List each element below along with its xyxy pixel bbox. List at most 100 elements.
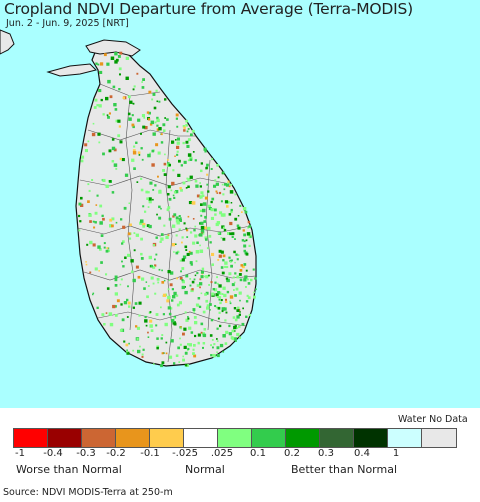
ndvi-pixel xyxy=(217,282,219,285)
ndvi-pixel xyxy=(206,304,210,307)
ndvi-pixel xyxy=(125,76,129,80)
ndvi-pixel xyxy=(222,193,225,196)
ndvi-pixel xyxy=(216,338,218,340)
ndvi-pixel xyxy=(199,195,203,199)
ndvi-pixel xyxy=(205,238,208,241)
ndvi-pixel xyxy=(91,132,96,137)
ndvi-pixel xyxy=(197,333,201,337)
legend-tick-label: -0.4 xyxy=(43,448,63,459)
ndvi-pixel xyxy=(108,180,112,183)
ndvi-pixel xyxy=(190,263,193,266)
ndvi-pixel xyxy=(157,281,160,284)
ndvi-pixel xyxy=(246,294,249,297)
ndvi-pixel xyxy=(207,190,210,193)
ndvi-pixel xyxy=(225,298,227,301)
ndvi-pixel xyxy=(175,117,178,120)
ndvi-pixel xyxy=(180,164,183,167)
ndvi-pixel xyxy=(214,179,217,182)
ndvi-pixel xyxy=(101,214,104,217)
ndvi-pixel xyxy=(199,286,201,289)
ndvi-pixel xyxy=(196,194,200,198)
ndvi-pixel xyxy=(248,225,251,228)
ndvi-pixel xyxy=(218,298,221,301)
ndvi-pixel xyxy=(106,287,110,290)
ndvi-departure-pixels xyxy=(78,51,257,368)
ndvi-pixel xyxy=(210,344,212,347)
legend-tick-label: 0.1 xyxy=(250,448,266,459)
ndvi-pixel xyxy=(200,322,204,326)
ndvi-pixel xyxy=(147,336,150,338)
ndvi-pixel xyxy=(227,232,230,235)
legend-tick-label: -1 xyxy=(15,448,25,459)
ndvi-pixel xyxy=(160,364,163,367)
ndvi-pixel xyxy=(209,303,212,306)
ndvi-pixel xyxy=(107,249,110,253)
ndvi-pixel xyxy=(105,249,109,253)
ndvi-pixel xyxy=(171,181,175,186)
ndvi-pixel xyxy=(193,354,197,358)
ndvi-pixel xyxy=(192,151,195,153)
ndvi-pixel xyxy=(197,341,200,344)
ndvi-pixel xyxy=(219,211,223,215)
ndvi-pixel xyxy=(123,340,126,343)
ndvi-pixel xyxy=(126,351,130,355)
legend-better-label: Better than Normal xyxy=(291,463,398,476)
legend-tick-label: 1 xyxy=(392,448,400,459)
ndvi-pixel xyxy=(182,141,185,145)
ndvi-pixel xyxy=(165,235,169,239)
ndvi-pixel xyxy=(181,285,185,290)
ndvi-pixel xyxy=(239,269,243,272)
ndvi-pixel xyxy=(122,240,125,243)
ndvi-pixel xyxy=(155,236,158,239)
legend-tick-label: -0.3 xyxy=(76,448,96,459)
ndvi-pixel xyxy=(200,162,203,165)
ndvi-pixel xyxy=(204,215,207,219)
ndvi-pixel xyxy=(121,260,123,263)
ndvi-pixel xyxy=(144,315,147,319)
ndvi-pixel xyxy=(234,318,238,322)
ndvi-pixel xyxy=(147,285,150,287)
ndvi-pixel xyxy=(253,291,255,294)
ndvi-pixel xyxy=(141,81,143,83)
legend-swatch-9 xyxy=(320,429,354,447)
ndvi-pixel xyxy=(162,129,166,132)
ndvi-pixel xyxy=(137,151,141,154)
ndvi-pixel xyxy=(128,305,131,308)
ndvi-pixel xyxy=(181,258,185,262)
ndvi-pixel xyxy=(237,226,241,230)
ndvi-pixel xyxy=(81,155,85,159)
ndvi-pixel xyxy=(110,56,115,60)
ndvi-pixel xyxy=(216,192,219,194)
ndvi-pixel xyxy=(210,208,214,212)
ndvi-pixel xyxy=(211,339,214,341)
ndvi-pixel xyxy=(234,238,236,240)
legend-tick-label: 0.4 xyxy=(354,448,370,459)
ndvi-pixel xyxy=(225,183,230,187)
ndvi-pixel xyxy=(243,233,246,237)
ndvi-pixel xyxy=(173,291,177,296)
ndvi-pixel xyxy=(169,283,173,287)
ndvi-pixel xyxy=(189,278,192,280)
ndvi-pixel xyxy=(175,216,179,220)
ndvi-pixel xyxy=(127,253,131,257)
legend-swatch-6 xyxy=(218,429,252,447)
ndvi-pixel xyxy=(167,288,170,291)
ndvi-pixel xyxy=(183,129,186,132)
ndvi-pixel xyxy=(132,278,136,283)
ndvi-pixel xyxy=(245,300,249,303)
ndvi-pixel xyxy=(147,153,151,158)
ndvi-pixel xyxy=(192,348,195,351)
ndvi-pixel xyxy=(148,111,151,115)
ndvi-pixel xyxy=(222,350,225,353)
ndvi-pixel xyxy=(167,270,171,274)
ndvi-pixel xyxy=(229,190,234,194)
ndvi-pixel xyxy=(232,316,236,319)
legend-tick-label: -.025 xyxy=(172,448,198,459)
ndvi-pixel xyxy=(204,293,207,296)
ndvi-pixel xyxy=(236,224,240,227)
ndvi-pixel xyxy=(172,295,176,299)
ndvi-pixel xyxy=(134,302,138,305)
ndvi-pixel xyxy=(178,215,181,218)
ndvi-pixel xyxy=(162,123,166,127)
ndvi-pixel xyxy=(160,337,163,340)
